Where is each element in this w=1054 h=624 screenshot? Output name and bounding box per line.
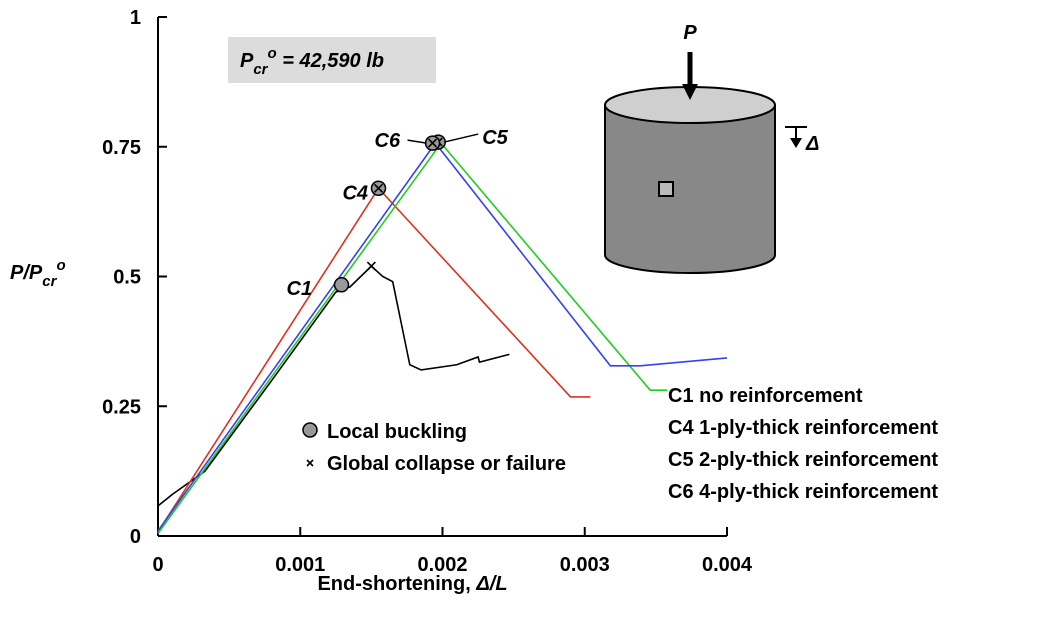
- legend-entry: C6 4-ply-thick reinforcement: [668, 481, 938, 503]
- cylinder-body: [604, 104, 776, 274]
- annotation-part: o: [268, 45, 277, 62]
- collapse-marker: [366, 261, 376, 271]
- series-line: [157, 265, 510, 507]
- cross-stroke: [427, 138, 438, 148]
- annotation-part: P: [240, 50, 254, 72]
- x-tick-label: 0.004: [702, 554, 753, 576]
- cross-stroke: [306, 459, 314, 467]
- y-tick-label: 0.25: [102, 396, 141, 418]
- y-tick-label: 0.75: [102, 137, 141, 159]
- annotation-part: cr: [253, 61, 268, 78]
- leader-line: [407, 139, 427, 144]
- annotation-part: = 42,590 lb: [277, 50, 384, 72]
- legend-buckling-symbol: [302, 422, 318, 438]
- x-axis-label: End-shortening, Δ/L: [317, 573, 507, 595]
- legend-entry: C5 2-ply-thick reinforcement: [668, 449, 938, 471]
- x-axis-label-part: Δ/L: [475, 573, 507, 595]
- cross-stroke: [366, 261, 376, 271]
- buckling-marker: [333, 277, 350, 293]
- annotation-box: [228, 37, 436, 83]
- shortening-label: Δ: [805, 133, 819, 155]
- legend-entry: C1 no reinforcement: [668, 385, 863, 407]
- legend-collapse-symbol: [306, 459, 314, 467]
- leader-line: [444, 133, 479, 143]
- y-axis-label-part: cr: [42, 273, 57, 290]
- x-tick-label: 0: [152, 554, 163, 576]
- y-axis-label-part: o: [56, 257, 65, 274]
- y-tick-label: 0.5: [113, 267, 141, 289]
- cross-stroke: [373, 183, 384, 193]
- cylinder-diagram: [604, 52, 807, 274]
- load-label: P: [683, 22, 697, 44]
- series-label: C5: [482, 127, 508, 149]
- annotation: Pcro = 42,590 lb: [240, 45, 384, 78]
- series-label: C6: [375, 130, 401, 152]
- x-tick-label: 0.003: [560, 554, 610, 576]
- collapse-marker: [427, 138, 438, 148]
- load-arrow-head: [682, 84, 698, 100]
- shortening-arrow-head: [790, 138, 802, 148]
- y-tick-label: 1: [130, 7, 141, 29]
- x-tick-label: 0.001: [275, 554, 325, 576]
- x-tick-label: 0.002: [417, 554, 467, 576]
- series-label: C1: [287, 278, 313, 300]
- y-axis-label: P/Pcro: [10, 257, 66, 290]
- series-label: C4: [342, 182, 368, 204]
- series-line: [157, 141, 728, 532]
- series-line: [157, 141, 668, 534]
- y-tick-label: 0: [130, 526, 141, 548]
- x-axis-label-part: End-shortening,: [317, 573, 476, 595]
- collapse-marker: [373, 183, 384, 193]
- legend-entry: C4 1-ply-thick reinforcement: [668, 417, 938, 439]
- marker-legend-label: Global collapse or failure: [327, 453, 566, 475]
- patch: [658, 181, 674, 197]
- y-axis-label-part: P/P: [10, 262, 43, 284]
- marker-legend-label: Local buckling: [327, 421, 467, 443]
- series-line: [157, 186, 591, 533]
